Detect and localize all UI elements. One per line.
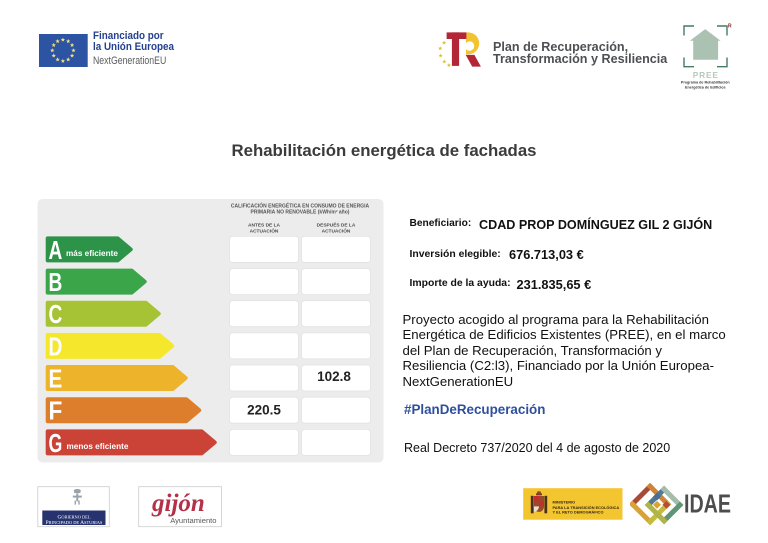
svg-text:F: F	[49, 396, 63, 426]
svg-text:ACTUACIÓN: ACTUACIÓN	[322, 227, 351, 235]
svg-text:DESPUÉS DE LA: DESPUÉS DE LA	[317, 221, 356, 229]
svg-text:menos eficiente: menos eficiente	[67, 442, 129, 451]
svg-text:Ayuntamiento: Ayuntamiento	[170, 516, 216, 525]
svg-text:CALIFICACIÓN ENERGÉTICA EN CON: CALIFICACIÓN ENERGÉTICA EN CONSUMO DE EN…	[231, 202, 370, 210]
svg-text:IDAE: IDAE	[684, 488, 731, 518]
svg-text:Energética de Edificios: Energética de Edificios	[685, 85, 726, 89]
svg-text:Y EL RETO DEMOGRÁFICO: Y EL RETO DEMOGRÁFICO	[553, 510, 604, 515]
svg-text:MINISTERIO: MINISTERIO	[553, 500, 576, 505]
svg-text:E: E	[49, 364, 63, 394]
svg-text:R: R	[728, 24, 732, 30]
svg-text:ACTUACIÓN: ACTUACIÓN	[250, 227, 279, 235]
svg-text:gijón: gijón	[151, 490, 205, 517]
svg-text:D: D	[49, 331, 63, 361]
svg-text:más eficiente: más eficiente	[66, 249, 118, 258]
svg-text:220.5: 220.5	[247, 403, 281, 418]
svg-text:PRINCIPADO DE ASTURIAS: PRINCIPADO DE ASTURIAS	[46, 520, 103, 526]
svg-text:PRIMARIA NO RENOVABLE (kWh/m²: PRIMARIA NO RENOVABLE (kWh/m² año)	[251, 210, 350, 216]
svg-text:C: C	[49, 299, 63, 329]
svg-text:A: A	[49, 235, 63, 265]
svg-text:GOBIERNO DEL: GOBIERNO DEL	[57, 514, 90, 520]
svg-text:G: G	[49, 428, 63, 458]
svg-text:102.8: 102.8	[317, 369, 351, 384]
svg-text:Programa de Rehabilitación: Programa de Rehabilitación	[681, 81, 731, 85]
svg-text:B: B	[49, 267, 63, 297]
svg-text:PREE: PREE	[693, 70, 719, 80]
svg-text:PARA LA TRANSICIÓN ECOLÓGICA: PARA LA TRANSICIÓN ECOLÓGICA	[553, 505, 620, 510]
svg-text:ANTES DE LA: ANTES DE LA	[248, 223, 281, 229]
